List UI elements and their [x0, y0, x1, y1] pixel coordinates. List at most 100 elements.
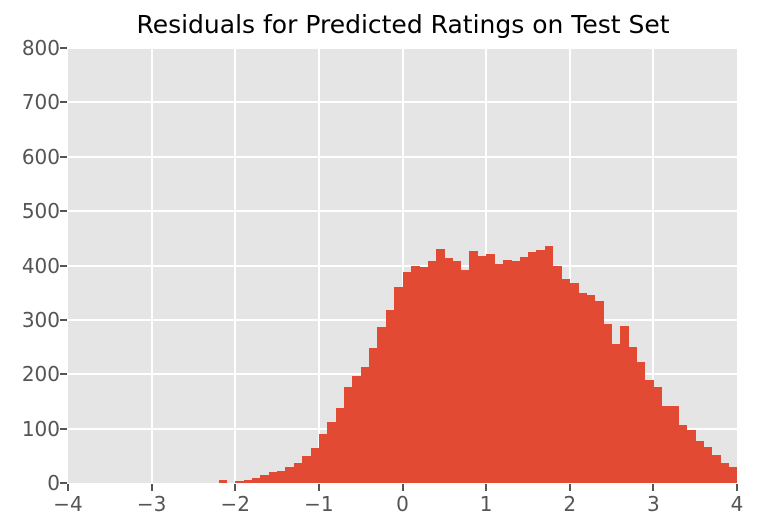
histogram-bar: [277, 470, 286, 483]
x-tick-label: −1: [304, 492, 334, 516]
histogram-bar: [435, 249, 445, 483]
gridline-vertical: [652, 48, 655, 483]
histogram-bar: [611, 343, 621, 483]
histogram-bar: [703, 447, 713, 483]
histogram-bar: [310, 447, 320, 483]
x-tick-mark: [401, 484, 404, 491]
histogram-bar: [385, 309, 395, 483]
histogram-bar: [352, 376, 362, 483]
y-tick-mark: [60, 373, 67, 376]
gridline-vertical: [150, 48, 153, 483]
histogram-bar: [569, 283, 579, 483]
histogram-bar: [260, 474, 270, 483]
histogram-bar: [402, 272, 412, 483]
histogram-bar: [343, 387, 353, 483]
y-tick-mark: [60, 101, 67, 104]
histogram-bar: [494, 263, 504, 483]
histogram-bar: [452, 260, 462, 483]
histogram-bar: [728, 466, 737, 483]
histogram-bar: [268, 472, 278, 483]
histogram-bar: [302, 455, 311, 483]
gridline-vertical: [401, 48, 404, 483]
histogram-bar: [427, 260, 437, 483]
histogram-bar: [695, 440, 704, 483]
histogram-bar: [686, 429, 696, 483]
y-tick-label: 600: [21, 144, 60, 169]
histogram-bar: [369, 348, 378, 483]
y-tick-label: 300: [21, 307, 60, 332]
y-tick-mark: [60, 427, 67, 430]
y-tick-label: 500: [21, 199, 60, 224]
histogram-bar: [461, 270, 470, 483]
chart-title: Residuals for Predicted Ratings on Test …: [136, 10, 670, 39]
histogram-bar: [603, 323, 612, 483]
x-tick-label: 2: [563, 492, 577, 516]
histogram-bar: [251, 478, 261, 483]
histogram-bar: [318, 434, 328, 483]
histogram-bar: [711, 454, 721, 483]
x-tick-mark: [234, 484, 237, 491]
histogram-bar: [519, 257, 529, 483]
histogram-bar: [578, 292, 587, 483]
histogram-bar: [486, 253, 495, 483]
histogram-bar: [670, 405, 679, 483]
x-tick-label: −2: [220, 492, 250, 516]
histogram-bar: [285, 466, 295, 483]
y-tick-label: 200: [21, 362, 60, 387]
y-tick-mark: [60, 210, 67, 213]
histogram-bar: [720, 462, 730, 483]
y-tick-label: 0: [47, 471, 60, 495]
gridline-vertical: [317, 48, 320, 483]
y-tick-label: 800: [21, 36, 60, 60]
histogram-bar: [561, 278, 571, 483]
histogram-bar: [218, 480, 228, 483]
plot-area: [68, 48, 737, 483]
histogram-bar: [502, 260, 512, 483]
histogram-bar: [544, 246, 554, 483]
y-tick-label: 400: [21, 253, 60, 278]
histogram-bar: [619, 326, 629, 483]
histogram-bar: [636, 361, 646, 483]
x-tick-label: −4: [53, 492, 83, 516]
histogram-bar: [360, 367, 370, 483]
y-tick-mark: [60, 155, 67, 158]
histogram-bar: [536, 250, 546, 483]
x-tick-mark: [736, 484, 738, 491]
histogram-bar: [377, 326, 387, 483]
histogram-bar: [293, 463, 303, 483]
histogram-bar: [586, 295, 596, 483]
x-tick-mark: [652, 484, 655, 491]
x-tick-mark: [150, 484, 153, 491]
y-tick-label: 700: [21, 90, 60, 115]
x-tick-label: 3: [647, 492, 660, 516]
histogram-bar: [645, 379, 654, 483]
histogram-bar: [335, 407, 345, 483]
histogram-bar: [594, 301, 604, 483]
histogram-bar: [243, 480, 253, 483]
histogram-bar: [678, 425, 688, 483]
histogram-bar: [653, 386, 663, 483]
y-tick-label: 100: [21, 416, 60, 441]
histogram-bar: [394, 287, 403, 483]
x-tick-mark: [485, 484, 488, 491]
x-tick-mark: [317, 484, 320, 491]
histogram-bar: [444, 258, 454, 483]
histogram-bar: [511, 261, 520, 483]
gridline-vertical: [568, 48, 571, 483]
histogram-bar: [410, 265, 420, 483]
x-tick-mark: [568, 484, 571, 491]
histogram-bar: [477, 255, 487, 483]
y-tick-mark: [60, 264, 67, 267]
x-tick-label: 0: [396, 492, 409, 516]
y-tick-mark: [60, 482, 67, 484]
y-tick-mark: [60, 47, 67, 49]
histogram-bar: [469, 250, 479, 483]
histogram-bar: [327, 422, 336, 483]
histogram-bar: [235, 481, 244, 483]
histogram-bar: [661, 405, 671, 483]
histogram-bar: [527, 252, 537, 483]
y-tick-mark: [60, 318, 67, 321]
histogram-bar: [419, 267, 428, 483]
histogram-bar: [628, 347, 638, 483]
